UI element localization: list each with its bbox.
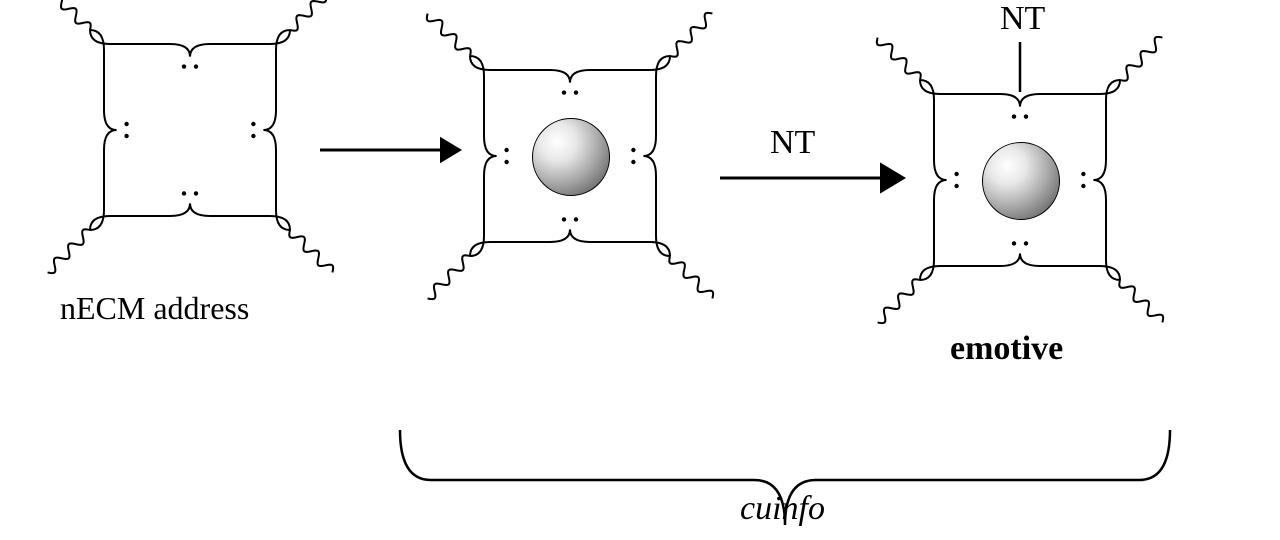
stage-middle (470, 56, 670, 256)
label-nt-arrow: NT (770, 124, 815, 162)
label-nt-top: NT (1000, 0, 1045, 38)
nt-connector-line (1018, 42, 1022, 96)
label-necm-address: nECM address (60, 290, 249, 327)
stage-emotive (920, 80, 1120, 280)
label-cuinfo: cuinfo (740, 490, 825, 528)
label-emotive: emotive (950, 330, 1063, 368)
sphere-icon (532, 118, 610, 196)
stage-necm-address (90, 30, 290, 230)
sphere-icon (982, 142, 1060, 220)
